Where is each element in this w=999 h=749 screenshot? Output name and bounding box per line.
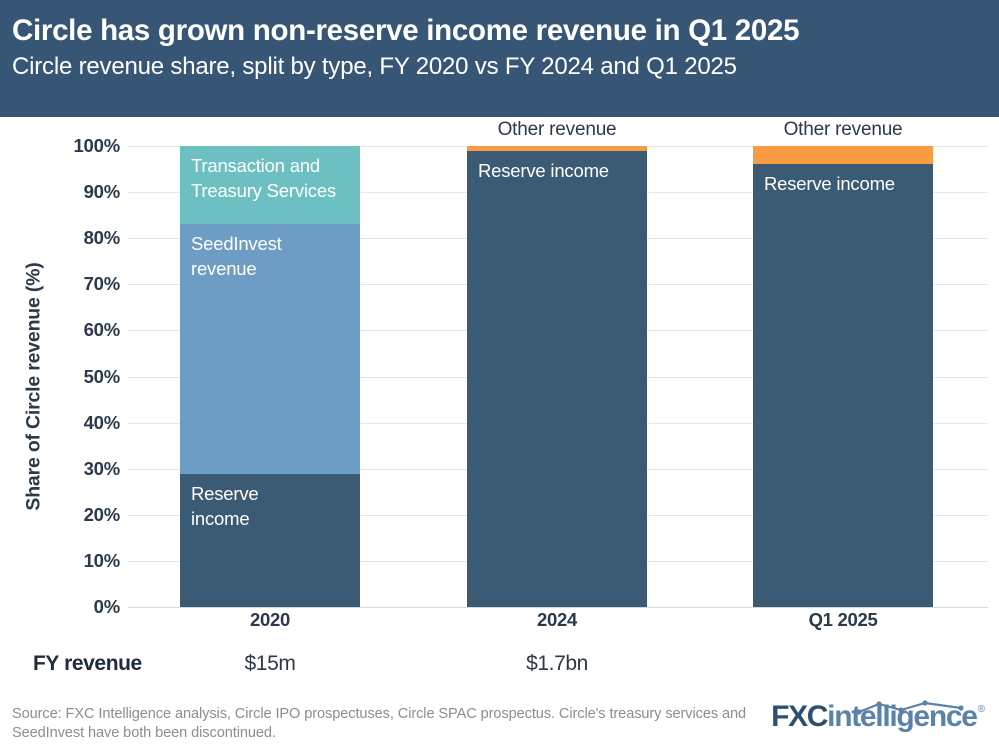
bar-segment-reserve-income[interactable]: Reserve income	[753, 164, 933, 607]
bar-segment-reserve-income[interactable]: Reserve income	[467, 150, 647, 607]
y-axis-tick-label: 0%	[93, 596, 121, 617]
logo-sparkline-icon	[857, 700, 964, 715]
source-note: Source: FXC Intelligence analysis, Circl…	[12, 706, 747, 741]
x-axis-tick-label: 2020	[250, 609, 290, 630]
bar-segment-transaction-and-treasury-services[interactable]: Transaction and Treasury Services	[180, 146, 360, 225]
gridline	[128, 607, 988, 608]
bar-segment-other-revenue[interactable]	[467, 146, 647, 151]
outside-segment-label: Other revenue	[783, 119, 903, 140]
segment-label: Transaction and Treasury Services	[191, 155, 336, 201]
logo-trademark: ®	[977, 704, 985, 715]
fy-revenue-row: FY revenue $15m $1.7bn	[0, 652, 999, 690]
y-axis-tick-label: 50%	[83, 365, 121, 387]
segment-label: Reserve income	[764, 173, 895, 195]
fy-revenue-value: $15m	[244, 652, 296, 675]
chart-footer: Source: FXC Intelligence analysis, Circl…	[0, 700, 999, 749]
y-axis-tick-label: 100%	[73, 135, 120, 156]
x-axis-tick-label: 2024	[537, 609, 577, 630]
bar-2024[interactable]: Reserve income	[467, 146, 647, 607]
segment-label: Reserve income	[478, 159, 609, 181]
segment-label: SeedInvest revenue	[191, 233, 282, 280]
bar-segment-reserve-income[interactable]: Reserve income	[180, 474, 360, 607]
fy-revenue-label: FY revenue	[33, 652, 142, 675]
y-axis-tick-label: 20%	[83, 503, 121, 525]
chart-header: Circle has grown non-reserve income reve…	[0, 0, 999, 117]
x-axis-tick-label: Q1 2025	[808, 609, 878, 630]
y-axis-tick-label: 30%	[83, 457, 121, 479]
y-axis-tick-label: 90%	[83, 181, 121, 203]
y-axis-tick-label: 70%	[83, 273, 121, 295]
segment-label: Reserve income	[191, 483, 259, 530]
y-axis-tick-label: 80%	[83, 227, 121, 249]
y-axis-tick-label: 40%	[83, 411, 121, 433]
y-axis-tick-label: 60%	[83, 319, 121, 341]
page-subtitle: Circle revenue share, split by type, FY …	[12, 53, 737, 80]
bar-q1-2025[interactable]: Reserve income	[753, 146, 933, 607]
fxc-intelligence-logo: FXC intelligence ®	[771, 700, 985, 736]
logo-text-fxc: FXC	[771, 700, 828, 733]
fy-revenue-value: $1.7bn	[526, 652, 588, 675]
y-axis-title: Share of Circle revenue (%)	[22, 262, 45, 511]
bar-segment-seedinvest-revenue[interactable]: SeedInvest revenue	[180, 224, 360, 475]
bar-segment-other-revenue[interactable]	[753, 146, 933, 165]
outside-segment-label: Other revenue	[497, 119, 617, 140]
y-axis-tick-label: 10%	[83, 549, 121, 571]
bar-2020[interactable]: Reserve income SeedInvest revenue Transact…	[180, 146, 360, 607]
chart-plot-area: Share of Circle revenue (%) 100% 90% 80% 70…	[0, 117, 999, 637]
page-title: Circle has grown non-reserve income reve…	[12, 14, 800, 47]
